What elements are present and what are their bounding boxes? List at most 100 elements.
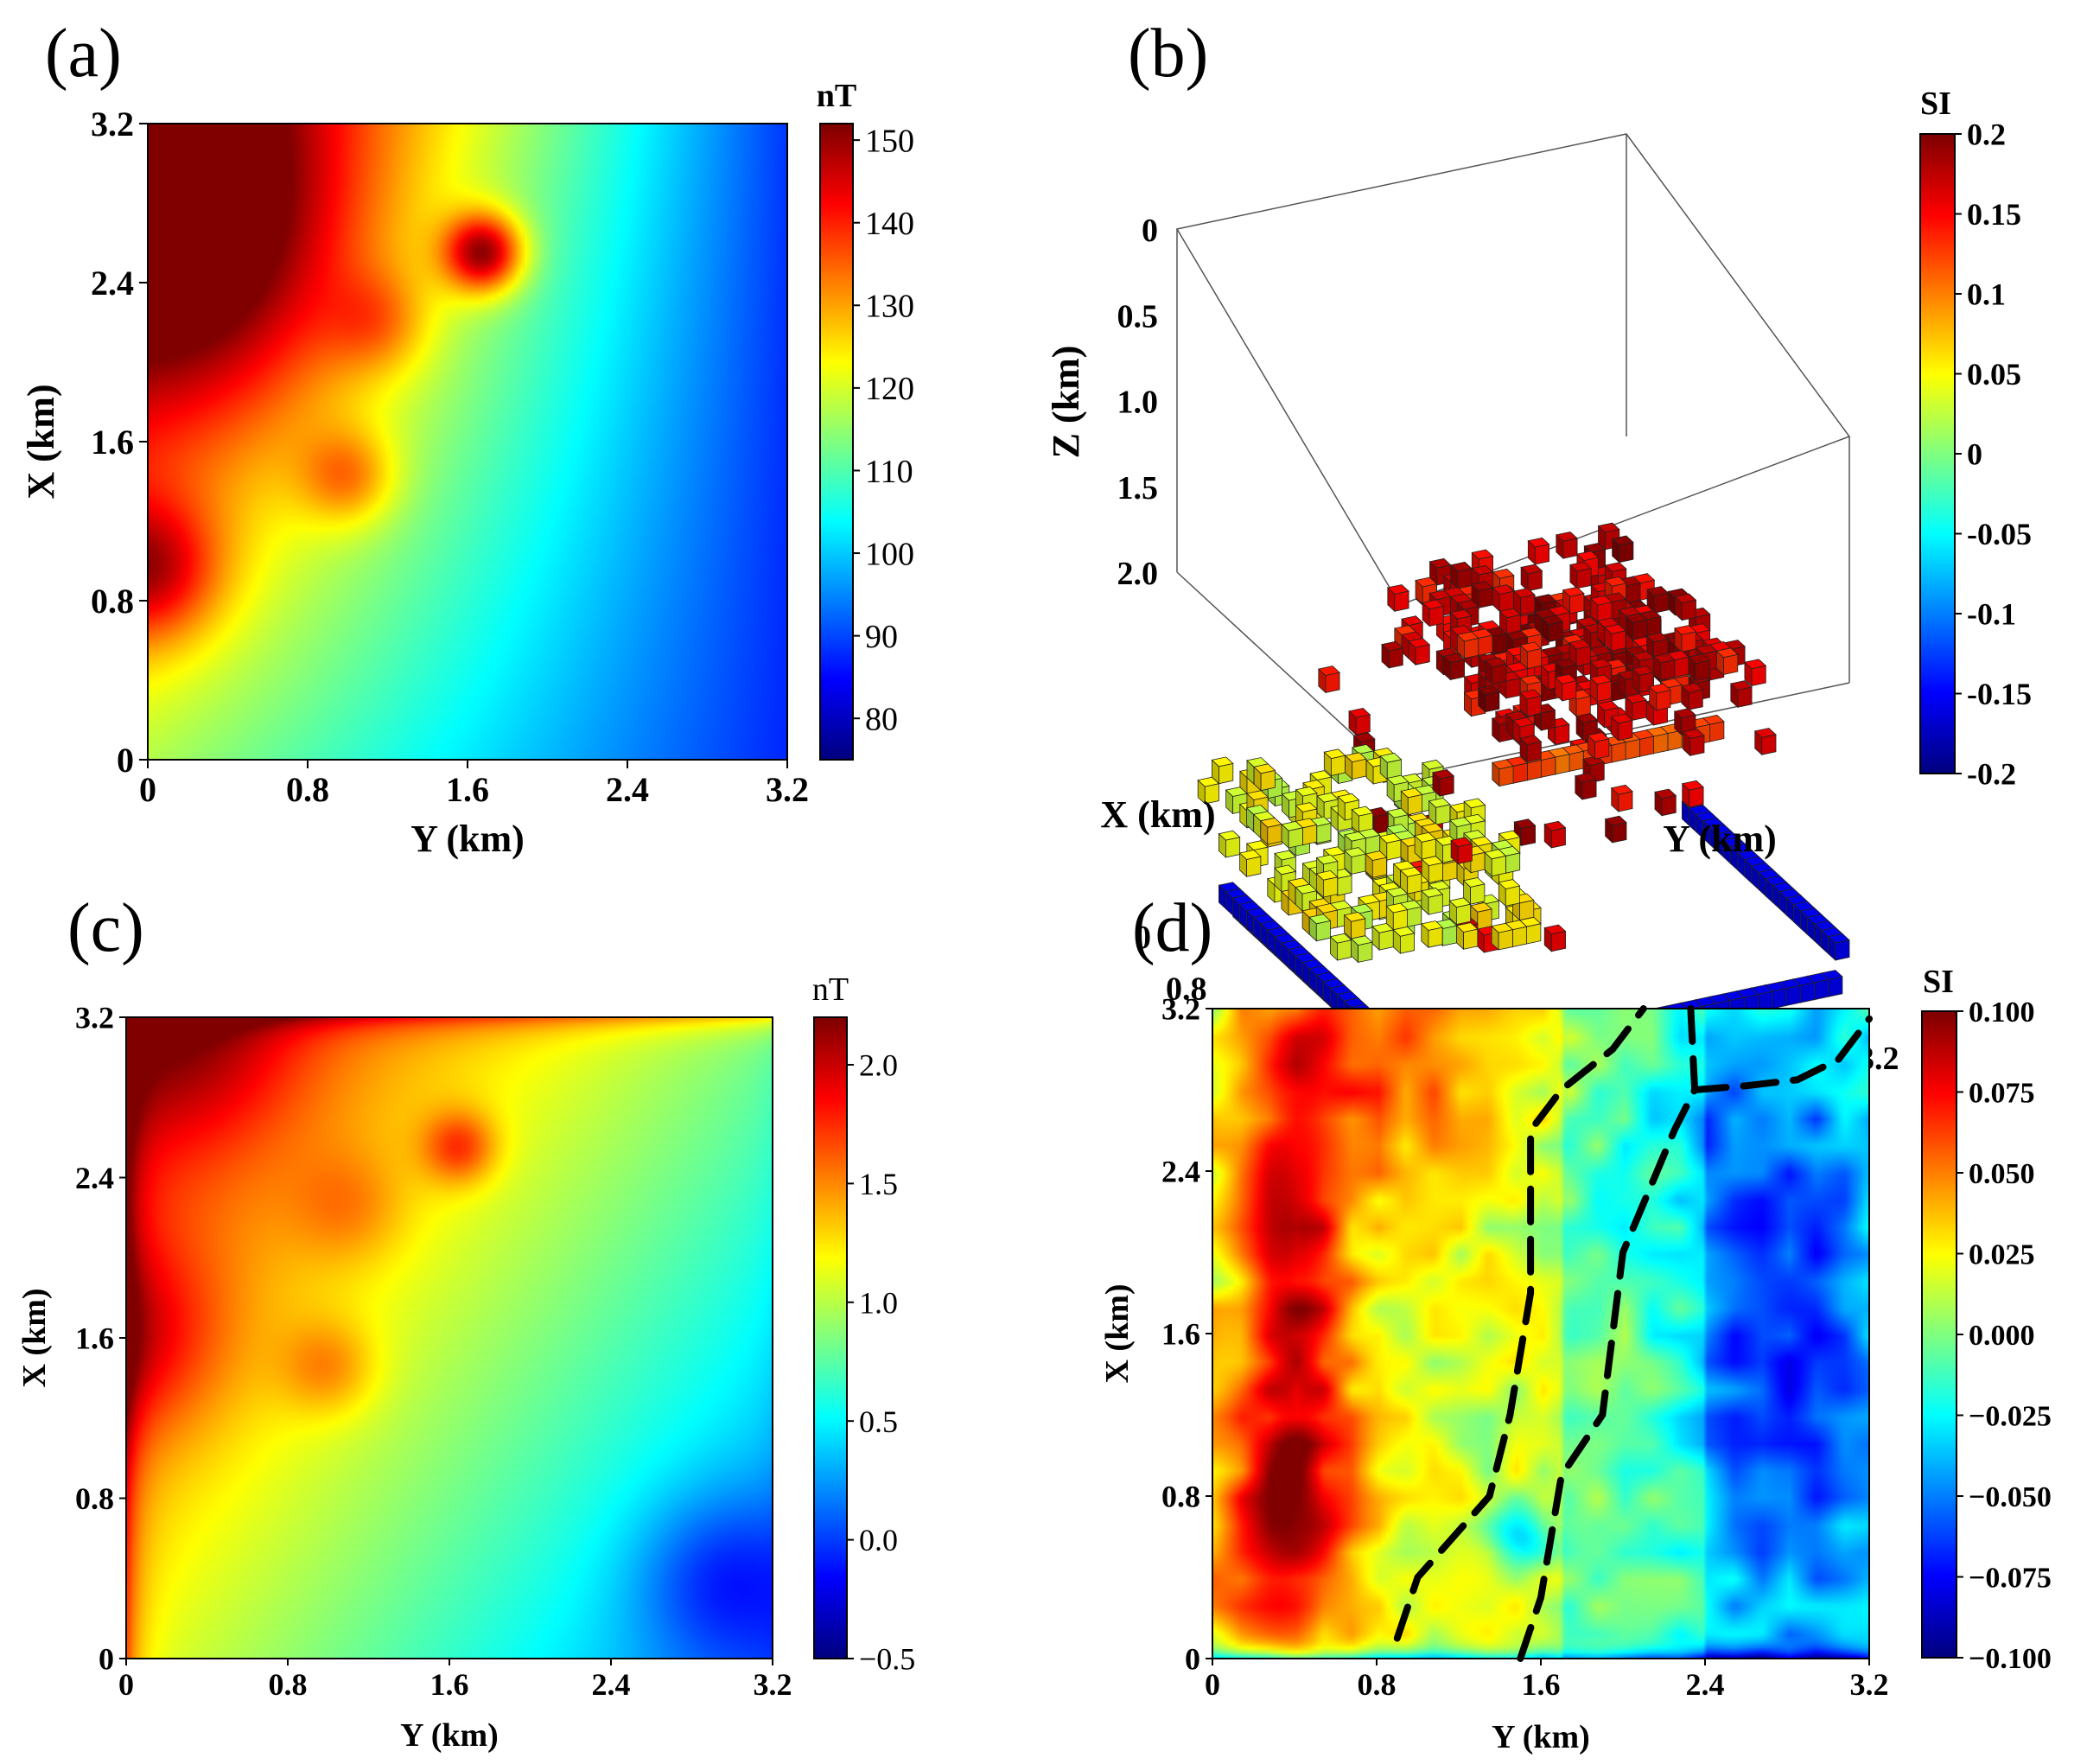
panel-d-axes: 0 0.8 1.6 2.4 3.2 0 0.8 1.6 2.4 3.2	[1161, 992, 1889, 1703]
x-tick-label: 2.4	[1686, 1667, 1725, 1702]
voxel	[1421, 887, 1444, 916]
colorbar-tick-label: 0.1	[1967, 277, 2006, 312]
panel-b-letter: (b)	[1128, 16, 1208, 92]
colorbar-tick-label: -0.15	[1967, 677, 2032, 711]
panel-c-letter: (c)	[67, 890, 144, 966]
voxel	[1543, 924, 1567, 952]
panel-a-heatmap	[148, 124, 787, 760]
voxel	[1555, 531, 1578, 560]
voxel	[1238, 850, 1262, 878]
voxel	[1611, 535, 1634, 564]
panel-d-colorbar	[1922, 1011, 1957, 1658]
voxel	[1329, 933, 1352, 961]
panel-c-colorbar-label: nT	[812, 971, 849, 1008]
voxel	[1512, 588, 1536, 616]
voxel	[1681, 683, 1704, 711]
voxel	[1554, 673, 1577, 702]
voxel	[1317, 665, 1340, 694]
voxel	[1400, 787, 1423, 816]
voxel	[1386, 584, 1409, 613]
y-tick-label: 3.2	[1161, 992, 1200, 1027]
panel-b: (b) 00.51.01.52.000.81.62.43.200.81.62.4…	[1045, 16, 2032, 1172]
colorbar-tick-label: 2.0	[859, 1048, 898, 1083]
x3d-tick-label: 0.8	[1166, 971, 1207, 1008]
panel-c-ylabel: X (km)	[16, 1288, 53, 1387]
panel-c-colorbar-ticks: 2.0 1.5 1.0 0.5 0.0 −0.5	[847, 1048, 915, 1677]
x-tick-label: 1.6	[446, 770, 489, 809]
voxel	[1456, 631, 1479, 659]
y-tick-label: 3.2	[75, 1001, 114, 1035]
voxel	[1462, 877, 1486, 906]
panel-d-colorbar-ticks: 0.100 0.075 0.050 0.025 0.000 −0.025 −0.050 −0.…	[1957, 997, 2052, 1675]
voxel	[1420, 920, 1443, 949]
voxel	[1315, 869, 1339, 899]
voxel	[1477, 685, 1500, 713]
voxel	[1648, 683, 1671, 711]
colorbar-tick-label: 110	[865, 454, 913, 490]
panel-c-axes: 0 0.8 1.6 2.4 3.2 0 0.8 1.6 2.4 3.2	[75, 1001, 792, 1703]
x3d-tick-label: 0	[1135, 920, 1151, 956]
colorbar-tick-label: 80	[865, 702, 898, 738]
voxel	[1654, 788, 1677, 817]
voxel	[1674, 625, 1697, 653]
y-tick-label: 0	[1185, 1642, 1200, 1677]
voxel	[1381, 640, 1404, 669]
y-tick-label: 2.4	[1161, 1155, 1200, 1189]
voxel	[1688, 653, 1711, 682]
voxel	[1218, 830, 1241, 858]
voxel	[1344, 752, 1367, 780]
colorbar-tick-label: -0.1	[1967, 597, 2016, 632]
voxel	[1371, 922, 1395, 952]
voxel	[1308, 914, 1332, 942]
panel-a-colorbar	[820, 124, 853, 760]
panel-d: (d) 0 0.8 1.6 2.4 3.2 0 0.8 1.6 2.4 3.2 Y (km) X …	[1099, 890, 2052, 1755]
panel-b-colorbar-ticks: 0.2 0.15 0.1 0.05 0 -0.05 -0.1 -0.15 -0.2	[1955, 118, 2032, 792]
x-tick-label: 3.2	[1850, 1667, 1889, 1702]
voxel	[1428, 797, 1451, 826]
panel-a-colorbar-label: nT	[817, 78, 856, 114]
x-tick-label: 0.8	[269, 1667, 308, 1702]
y-tick-label: 0.8	[75, 1481, 114, 1516]
y-tick-label: 2.4	[91, 264, 134, 302]
voxel	[1744, 659, 1767, 687]
y-tick-label: 3.2	[91, 105, 134, 143]
x-tick-label: 1.6	[1522, 1667, 1561, 1702]
colorbar-tick-label: −0.050	[1969, 1481, 2052, 1513]
colorbar-tick-label: 0.5	[859, 1404, 898, 1439]
voxel	[1259, 817, 1282, 845]
voxel	[1344, 847, 1367, 876]
panel-b-colorbar-label: SI	[1920, 86, 1951, 122]
z-tick-label: 0.5	[1117, 298, 1159, 334]
voxel	[1625, 613, 1648, 641]
panel-a: (a) 0 0.8 1.6 2.4 3.2 0 0.8 1.6 2.4 3.2 Y (km) X …	[20, 16, 914, 860]
z-tick-label: 1.0	[1117, 385, 1159, 421]
voxel	[1519, 641, 1543, 670]
colorbar-tick-label: 0.0	[859, 1523, 898, 1557]
colorbar-tick-label: 0.050	[1969, 1158, 2035, 1190]
voxel	[1408, 638, 1431, 666]
panel-b-xlabel: X (km)	[1100, 793, 1215, 836]
colorbar-tick-label: 150	[865, 123, 914, 159]
voxel	[1610, 713, 1633, 742]
colorbar-tick-label: 0.2	[1967, 118, 2006, 152]
x-tick-label: 3.2	[766, 770, 809, 809]
voxel	[1379, 752, 1403, 780]
y-tick-label: 0	[99, 1642, 114, 1677]
panel-d-xlabel: Y (km)	[1492, 1719, 1590, 1755]
x-tick-label: 1.6	[430, 1667, 469, 1702]
x-tick-label: 0	[118, 1667, 134, 1702]
voxel	[1365, 850, 1388, 879]
colorbar-tick-label: 0.075	[1969, 1077, 2035, 1109]
boundary-line	[1393, 1005, 1647, 1642]
voxel	[1422, 599, 1445, 627]
voxel	[1449, 561, 1473, 589]
panel-b-ylabel: Y (km)	[1663, 818, 1777, 860]
x-tick-label: 2.4	[592, 1667, 631, 1702]
panel-d-heatmap	[1212, 1009, 1869, 1659]
voxel	[1715, 647, 1739, 676]
y-tick-label: 1.6	[1161, 1317, 1200, 1352]
voxel	[1484, 657, 1507, 685]
voxel	[1674, 593, 1697, 621]
boundary-line	[1517, 1015, 1873, 1662]
